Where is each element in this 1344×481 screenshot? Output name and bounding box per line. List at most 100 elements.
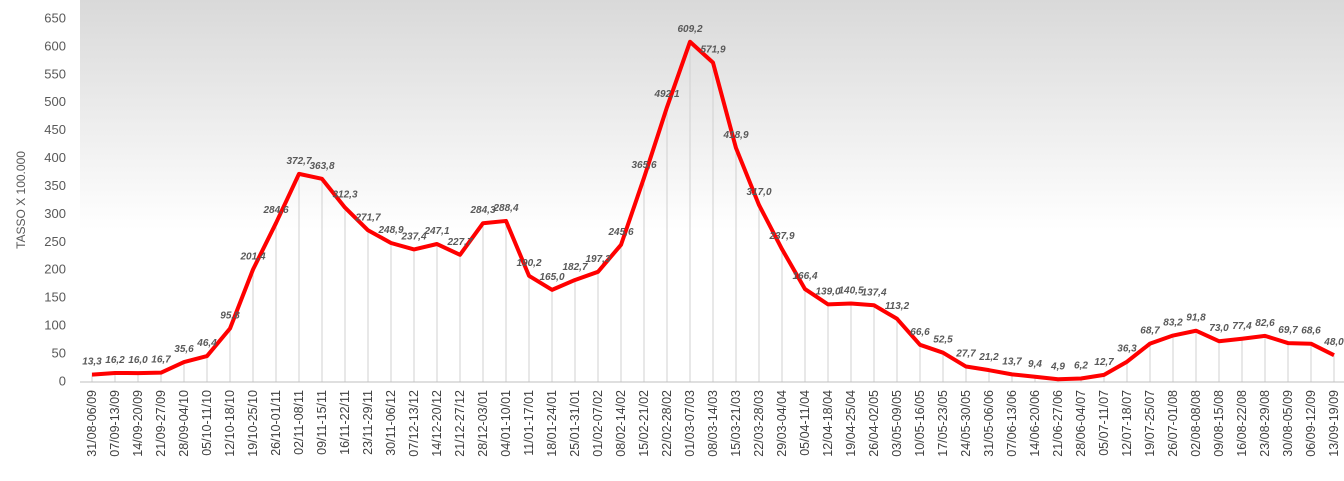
data-label: 609,2: [677, 24, 702, 35]
x-tick-label: 12/07-18/07: [1120, 390, 1134, 457]
data-label: 190,2: [516, 258, 541, 269]
x-tick-label: 19/04-25/04: [844, 390, 858, 457]
x-tick-label: 16/11-22/11: [338, 390, 352, 455]
data-label: 372,7: [286, 156, 311, 167]
y-tick-label: 0: [59, 373, 66, 388]
data-label: 12,7: [1094, 357, 1114, 368]
x-tick-label: 08/02-14/02: [614, 390, 628, 457]
x-tick-label: 07/09-13/09: [108, 390, 122, 457]
data-label: 4,9: [1050, 361, 1065, 372]
x-tick-label: 11/01-17/01: [522, 390, 536, 456]
data-label: 36,3: [1117, 344, 1137, 355]
x-tick-label: 05/04-11/04: [798, 390, 812, 456]
x-tick-label: 28/12-03/01: [476, 390, 490, 457]
x-tick-label: 08/03-14/03: [706, 390, 720, 457]
data-label: 166,4: [792, 271, 817, 282]
x-tick-label: 06/09-12/09: [1304, 390, 1318, 457]
data-label: 95,8: [220, 310, 240, 321]
x-tick-label: 29/03-04/04: [775, 390, 789, 457]
data-label: 73,0: [1209, 323, 1229, 334]
data-label: 68,6: [1301, 326, 1321, 337]
x-tick-label: 30/11-06/12: [384, 390, 398, 456]
data-label: 365,6: [631, 160, 656, 171]
data-label: 46,4: [196, 338, 217, 349]
data-label: 16,2: [105, 355, 125, 366]
data-label: 237,4: [400, 231, 426, 242]
data-label: 288,4: [492, 203, 518, 214]
data-label: 492,1: [653, 89, 679, 100]
x-tick-label: 22/02-28/02: [660, 390, 674, 457]
data-label: 248,9: [377, 225, 403, 236]
y-tick-label: 600: [44, 38, 66, 53]
x-tick-label: 12/04-18/04: [821, 390, 835, 457]
y-tick-label: 650: [44, 10, 66, 25]
x-tick-label: 26/04-02/05: [867, 390, 881, 457]
x-tick-label: 14/06-20/06: [1028, 390, 1042, 457]
x-tick-label: 23/11-29/11: [361, 390, 375, 455]
x-tick-label: 03/05-09/05: [890, 390, 904, 457]
data-label: 77,4: [1232, 321, 1252, 332]
data-label: 317,0: [746, 187, 771, 198]
data-label: 82,6: [1255, 318, 1275, 329]
x-tick-label: 26/07-01/08: [1166, 390, 1180, 457]
y-tick-label: 300: [44, 206, 66, 221]
data-label: 140,5: [838, 286, 863, 297]
y-tick-label: 400: [44, 150, 66, 165]
x-tick-label: 31/05-06/06: [982, 390, 996, 457]
x-tick-label: 07/06-13/06: [1005, 390, 1019, 457]
data-label: 312,3: [332, 190, 357, 201]
x-tick-label: 21/12-27/12: [453, 390, 467, 457]
x-tick-label: 01/02-07/02: [591, 390, 605, 457]
x-tick-label: 24/05-30/05: [959, 390, 973, 457]
data-label: 197,3: [585, 254, 610, 265]
x-tick-label: 02/11-08/11: [292, 390, 306, 455]
data-label: 418,9: [722, 130, 748, 141]
data-label: 139,0: [815, 286, 840, 297]
x-tick-label: 12/10-18/10: [223, 390, 237, 457]
x-tick-label: 14/12-20/12: [430, 390, 444, 457]
x-tick-label: 01/03-07/03: [683, 390, 697, 457]
data-label: 66,6: [910, 327, 930, 338]
x-tick-label: 28/06-04/07: [1074, 390, 1088, 457]
y-tick-label: 250: [44, 234, 66, 249]
data-label: 16,0: [128, 355, 148, 366]
data-label: 16,7: [151, 355, 171, 366]
data-label: 237,9: [768, 231, 794, 242]
data-label: 69,7: [1278, 325, 1298, 336]
x-tick-label: 07/12-13/12: [407, 390, 421, 457]
data-label: 83,2: [1163, 318, 1183, 329]
x-tick-label: 21/06-27/06: [1051, 390, 1065, 457]
x-tick-label: 09/08-15/08: [1212, 390, 1226, 457]
x-tick-label: 30/08-05/09: [1281, 390, 1295, 457]
data-label: 27,7: [955, 349, 976, 360]
data-label: 571,9: [700, 45, 725, 56]
y-axis-label: TASSO X 100.000: [14, 151, 28, 249]
x-tick-label: 19/07-25/07: [1143, 390, 1157, 457]
y-tick-label: 500: [44, 94, 66, 109]
x-tick-label: 14/09-20/09: [131, 390, 145, 457]
y-tick-label: 150: [44, 290, 66, 305]
data-label: 6,2: [1074, 361, 1088, 372]
x-tick-label: 18/01-24/01: [545, 390, 559, 457]
x-tick-label: 17/05-23/05: [936, 390, 950, 457]
x-tick-label: 04/01-10/01: [499, 390, 513, 457]
data-label: 284,3: [469, 205, 495, 216]
data-label: 35,6: [174, 344, 194, 355]
x-tick-label: 31/08-06/09: [85, 390, 99, 457]
x-tick-label: 15/03-21/03: [729, 390, 743, 457]
x-tick-label: 15/02-21/02: [637, 390, 651, 457]
y-tick-label: 50: [52, 346, 66, 361]
data-label: 284,6: [262, 205, 288, 216]
data-label: 48,0: [1323, 337, 1344, 348]
series-line: [91, 39, 1335, 382]
data-label: 13,7: [1002, 356, 1022, 367]
data-label: 21,2: [978, 352, 999, 363]
data-label: 247,1: [423, 226, 449, 237]
x-tick-label: 05/07-11/07: [1097, 390, 1111, 456]
x-tick-label: 21/09-27/09: [154, 390, 168, 457]
x-tick-label: 09/11-15/11: [315, 390, 329, 455]
data-label: 271,7: [354, 212, 380, 223]
y-tick-label: 100: [44, 318, 66, 333]
x-tick-label: 10/05-16/05: [913, 390, 927, 457]
